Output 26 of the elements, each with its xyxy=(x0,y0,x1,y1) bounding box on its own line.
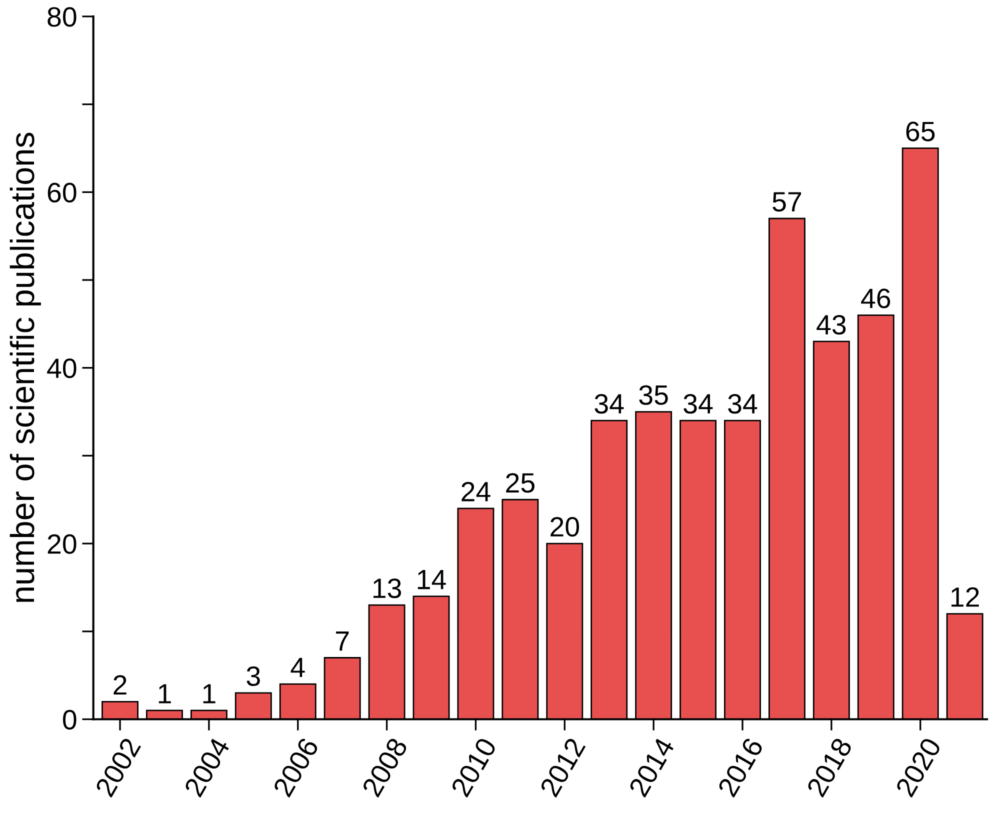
y-tick-label: 80 xyxy=(48,7,76,27)
data-label: 13 xyxy=(373,578,402,598)
y-tick-label: 0 xyxy=(63,710,76,730)
data-label: 12 xyxy=(951,587,979,607)
data-label: 43 xyxy=(816,314,846,335)
data-label: 35 xyxy=(639,385,668,405)
y-tick-label: 40 xyxy=(47,358,76,378)
data-label: 1 xyxy=(158,684,171,704)
data-label: 14 xyxy=(418,570,446,590)
data-label: 25 xyxy=(506,473,534,493)
y-tick-label: 60 xyxy=(48,182,76,202)
data-label: 20 xyxy=(550,517,580,537)
data-label: 1 xyxy=(203,684,216,704)
data-label: 4 xyxy=(290,658,305,677)
data-label: 2 xyxy=(114,675,126,695)
data-label: 24 xyxy=(462,482,490,502)
data-label: 46 xyxy=(861,288,890,308)
data-label: 57 xyxy=(772,192,802,212)
data-label: 65 xyxy=(906,122,935,142)
data-label: 7 xyxy=(336,631,349,651)
y-tick-label: 20 xyxy=(48,534,76,554)
data-label: 34 xyxy=(594,394,624,414)
data-label: 34 xyxy=(684,394,713,414)
data-label: 34 xyxy=(728,394,758,414)
y-axis-title: number of scientific publications xyxy=(10,132,41,602)
data-label: 3 xyxy=(246,666,260,686)
